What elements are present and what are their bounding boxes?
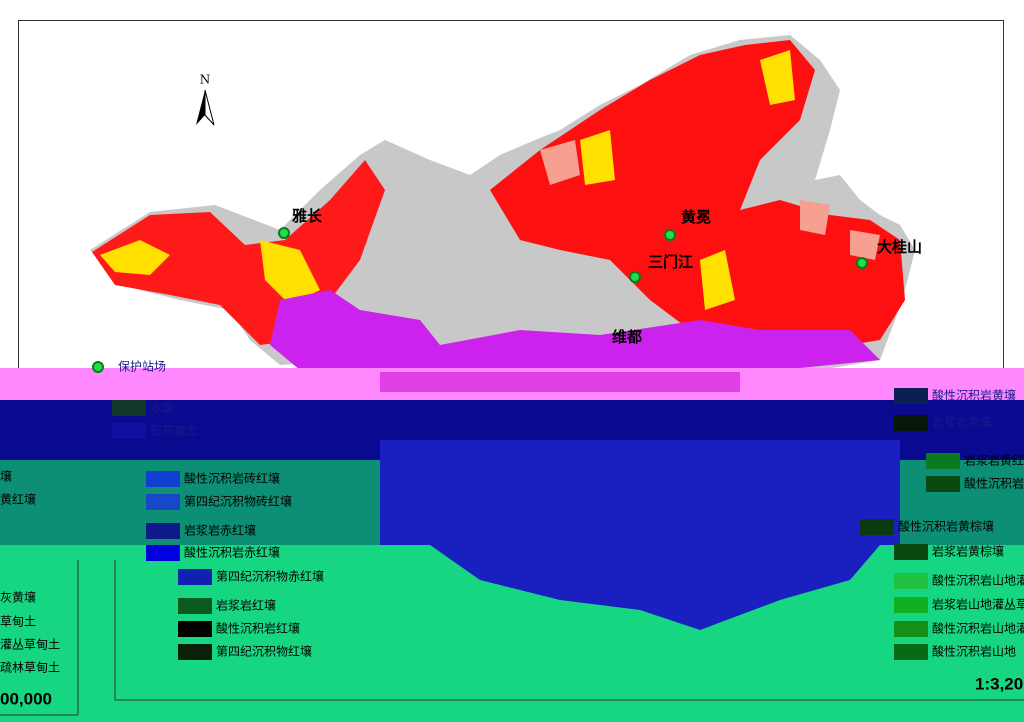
- legend-swatch: [178, 569, 212, 585]
- legend-label: 黄红壤: [0, 492, 36, 507]
- legend-swatch: [926, 476, 960, 492]
- legend-swatch: [112, 400, 146, 416]
- place-label: 黄冕: [681, 208, 711, 226]
- legend-label: 酸性沉积岩砖红壤: [184, 471, 280, 486]
- place-label: 维都: [612, 328, 642, 346]
- legend-swatch: [178, 598, 212, 614]
- place-marker: [278, 227, 290, 239]
- legend-swatch: [926, 453, 960, 469]
- legend-label: 岩浆岩黄棕壤: [932, 544, 1004, 559]
- legend-header: 保护站场: [118, 360, 166, 374]
- legend-swatch: [894, 597, 928, 613]
- legend-label: 酸性沉积岩赤红壤: [184, 545, 280, 560]
- legend-swatch: [178, 621, 212, 637]
- soil-red-east: [490, 40, 905, 350]
- legend-label: 水面: [150, 401, 174, 415]
- legend-swatch: [894, 388, 928, 404]
- place-marker: [664, 229, 676, 241]
- place-label: 大桂山: [877, 238, 922, 256]
- legend-label: 壤: [0, 469, 12, 484]
- legend-label: 灰黄壤: [0, 590, 36, 605]
- legend-label: 岩浆岩山地灌丛草: [932, 597, 1024, 612]
- legend-label: 岩浆岩黄壤: [932, 415, 992, 430]
- place-marker: [92, 361, 104, 373]
- scale-label: 00,000: [0, 689, 52, 708]
- legend-label: 酸性沉积岩山地: [932, 644, 1016, 659]
- legend-swatch: [146, 494, 180, 510]
- legend-label: 酸性沉积岩黄壤: [932, 388, 1016, 403]
- soil-pink: [540, 140, 880, 260]
- legend-label: 酸性沉积岩黄棕壤: [898, 519, 994, 534]
- soil-magenta: [270, 290, 880, 372]
- legend-swatch: [894, 415, 928, 431]
- north-arrow: [196, 90, 205, 125]
- legend-label: 岩浆岩黄红: [964, 453, 1024, 468]
- legend-swatch: [894, 621, 928, 637]
- map-blue-area: [380, 440, 900, 545]
- place-marker: [856, 257, 868, 269]
- legend-swatch: [112, 423, 146, 439]
- legend-label: 酸性沉积岩: [964, 476, 1024, 491]
- scale-label: 1:3,20: [975, 674, 1023, 693]
- place-marker: [629, 271, 641, 283]
- map-blue-south: [430, 545, 880, 630]
- legend-label: 灌丛草甸土: [0, 638, 60, 652]
- legend-label: 石灰岩土: [150, 423, 198, 438]
- soil-yellow: [100, 50, 795, 310]
- north-arrow: [204, 89, 215, 126]
- place-label: 三门江: [648, 253, 693, 271]
- legend-label: 第四纪沉积物砖红壤: [184, 494, 292, 509]
- legend-label: 疏林草甸土: [0, 660, 60, 675]
- legend-label: 第四纪沉积物红壤: [216, 644, 312, 659]
- legend-swatch: [146, 523, 180, 539]
- legend-label: 岩浆岩赤红壤: [184, 523, 256, 538]
- legend-swatch: [894, 573, 928, 589]
- legend-swatch: [146, 545, 180, 561]
- legend-swatch: [860, 519, 894, 535]
- legend-label: 草甸土: [0, 615, 36, 629]
- north-label: N: [200, 73, 211, 87]
- legend-label: 酸性沉积岩红壤: [216, 621, 300, 636]
- legend-label: 酸性沉积岩山地灌: [932, 573, 1024, 588]
- legend-label: 第四纪沉积物赤红壤: [216, 569, 324, 584]
- legend-swatch: [894, 644, 928, 660]
- glitch-band-magenta: [380, 372, 740, 392]
- legend-label: 岩浆岩红壤: [216, 598, 276, 613]
- legend-label: 酸性沉积岩山地灌: [932, 621, 1024, 636]
- legend-swatch: [894, 544, 928, 560]
- place-label: 雅长: [291, 207, 323, 225]
- legend-swatch: [178, 644, 212, 660]
- legend-swatch: [146, 471, 180, 487]
